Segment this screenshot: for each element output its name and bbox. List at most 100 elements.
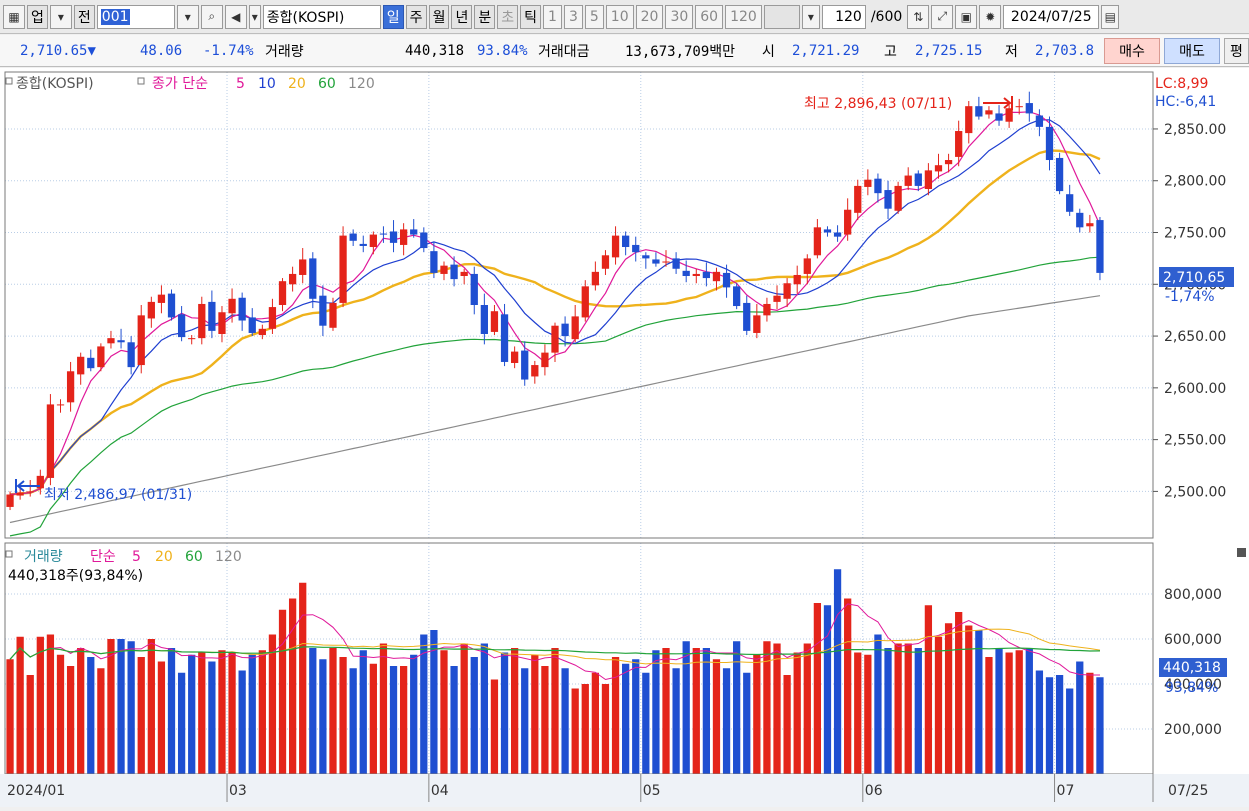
volume-bar — [379, 643, 388, 774]
search-icon[interactable]: ⌕ — [200, 4, 223, 29]
volume-bar — [410, 654, 418, 774]
candle-body — [6, 494, 14, 507]
candle-body — [965, 106, 973, 134]
grid-icon[interactable]: ▦ — [3, 4, 25, 29]
candle-body — [632, 244, 640, 253]
sell-button[interactable]: 매도 — [1164, 38, 1220, 64]
volume-tag-box — [1159, 658, 1227, 677]
candle-body — [541, 352, 549, 368]
candle-body — [1086, 223, 1094, 227]
intraday-minute-tab[interactable]: 분 — [474, 4, 496, 29]
date-input[interactable]: 2024/07/25 — [1003, 4, 1100, 29]
step-3-label: 3 — [568, 8, 578, 25]
candle-body — [692, 273, 700, 277]
candle-body — [874, 178, 882, 194]
candle-type-icon[interactable]: ⇅ — [907, 4, 930, 29]
candle-body — [753, 315, 761, 333]
mode-select[interactable]: 전 — [73, 4, 95, 29]
amount-label: 거래대금 — [538, 43, 590, 60]
volume-bar — [733, 641, 741, 774]
candle-body — [854, 185, 862, 213]
x-tick-label-end: 07/25 — [1168, 783, 1208, 799]
chevron-down-icon[interactable]: ▾ — [49, 4, 72, 29]
intraday-tick-tab[interactable]: 틱 — [520, 4, 542, 29]
step-120[interactable]: 120 — [725, 4, 762, 29]
volume-bar — [521, 668, 529, 774]
candle-body — [268, 307, 277, 329]
candle-body — [571, 316, 579, 340]
price-tick-label: 2,650.00 — [1164, 329, 1226, 345]
price-tick-label: 2,500.00 — [1164, 484, 1226, 500]
volume-bar — [743, 672, 751, 774]
volume-bar — [137, 657, 145, 774]
period-day-tab[interactable]: 일 — [382, 4, 404, 29]
count-max: /600 — [868, 5, 905, 29]
volume-bar — [66, 666, 75, 774]
line-tool-icon[interactable]: ⤢ — [931, 4, 954, 29]
step-3[interactable]: 3 — [563, 4, 583, 29]
step-custom-field[interactable] — [763, 4, 800, 29]
speaker-dropdown-icon[interactable]: ▾ — [248, 4, 261, 29]
speaker-icon[interactable]: ◀ — [224, 4, 247, 29]
step-20[interactable]: 20 — [635, 4, 664, 29]
volume-bar — [995, 648, 1003, 774]
low-label: 저 — [1005, 43, 1018, 60]
candle-body — [1045, 126, 1054, 161]
candle-body — [531, 365, 539, 377]
period-month-tab[interactable]: 월 — [428, 4, 450, 29]
candle-body — [985, 110, 993, 115]
save-icon[interactable]: ▣ — [955, 4, 978, 29]
volume-legend-ma5: 5 — [132, 549, 141, 565]
step-5[interactable]: 5 — [584, 4, 604, 29]
calendar-icon[interactable]: ▤ — [1101, 4, 1120, 29]
volume-bar — [1005, 652, 1013, 774]
volume-bar — [1096, 677, 1104, 774]
candlestick-chart[interactable]: 2,500.002,550.002,600.002,650.002,700.00… — [0, 68, 1249, 807]
mode-label: 전 — [77, 9, 91, 26]
chart-grid — [5, 72, 1153, 774]
candle-body — [480, 305, 488, 334]
period-week-tab[interactable]: 주 — [405, 4, 427, 29]
chart-area[interactable]: 2,500.002,550.002,600.002,650.002,700.00… — [0, 68, 1249, 807]
price-legend-series: 종가 단순 — [152, 76, 208, 92]
market-select[interactable]: 업 — [27, 4, 48, 29]
step-10[interactable]: 10 — [605, 4, 634, 29]
code-input[interactable]: 001 — [96, 4, 175, 29]
candle-body — [500, 314, 509, 362]
buy-button[interactable]: 매수 — [1104, 38, 1160, 64]
volume-bar — [783, 675, 791, 774]
period-day-label: 일 — [386, 9, 400, 26]
candle-body — [1076, 212, 1084, 228]
low-annotation: 최저 2,486,97 (01/31) — [44, 487, 192, 503]
volume-bar — [611, 657, 620, 774]
volume-bar — [844, 598, 852, 774]
gear-icon[interactable]: ✹ — [979, 4, 1002, 29]
period-year-tab[interactable]: 년 — [451, 4, 473, 29]
step-dropdown-icon[interactable]: ▾ — [801, 4, 820, 29]
candle-body — [591, 271, 599, 286]
intraday-second-tab[interactable]: 초 — [497, 4, 519, 29]
volume-bar — [1066, 688, 1074, 774]
volume-legend-box-icon[interactable] — [5, 550, 13, 558]
price-legend-box-icon[interactable] — [5, 77, 13, 85]
step-1[interactable]: 1 — [543, 4, 562, 29]
volume-value: 440,318 — [405, 42, 465, 59]
open-label: 시 — [762, 43, 775, 60]
step-60[interactable]: 60 — [695, 4, 724, 29]
volume-bar — [823, 605, 832, 774]
step-30[interactable]: 30 — [665, 4, 694, 29]
volume-bar — [329, 648, 337, 774]
volume-close-icon[interactable] — [1237, 548, 1246, 557]
index-name-field[interactable]: 종합(KOSPI) — [262, 4, 381, 29]
candle-body — [238, 297, 246, 321]
volume-legend-series: 단순 — [90, 549, 116, 565]
eval-button[interactable]: 평 — [1224, 38, 1249, 64]
candle-body — [147, 301, 155, 319]
x-tick-label: 05 — [643, 783, 661, 799]
volume-bar — [642, 672, 650, 774]
code-dropdown-icon[interactable]: ▾ — [176, 4, 199, 29]
candle-body — [450, 264, 458, 280]
price-legend-series-box-icon[interactable] — [137, 77, 145, 85]
count-input[interactable]: 120 — [821, 4, 866, 29]
candle-body — [389, 231, 398, 243]
